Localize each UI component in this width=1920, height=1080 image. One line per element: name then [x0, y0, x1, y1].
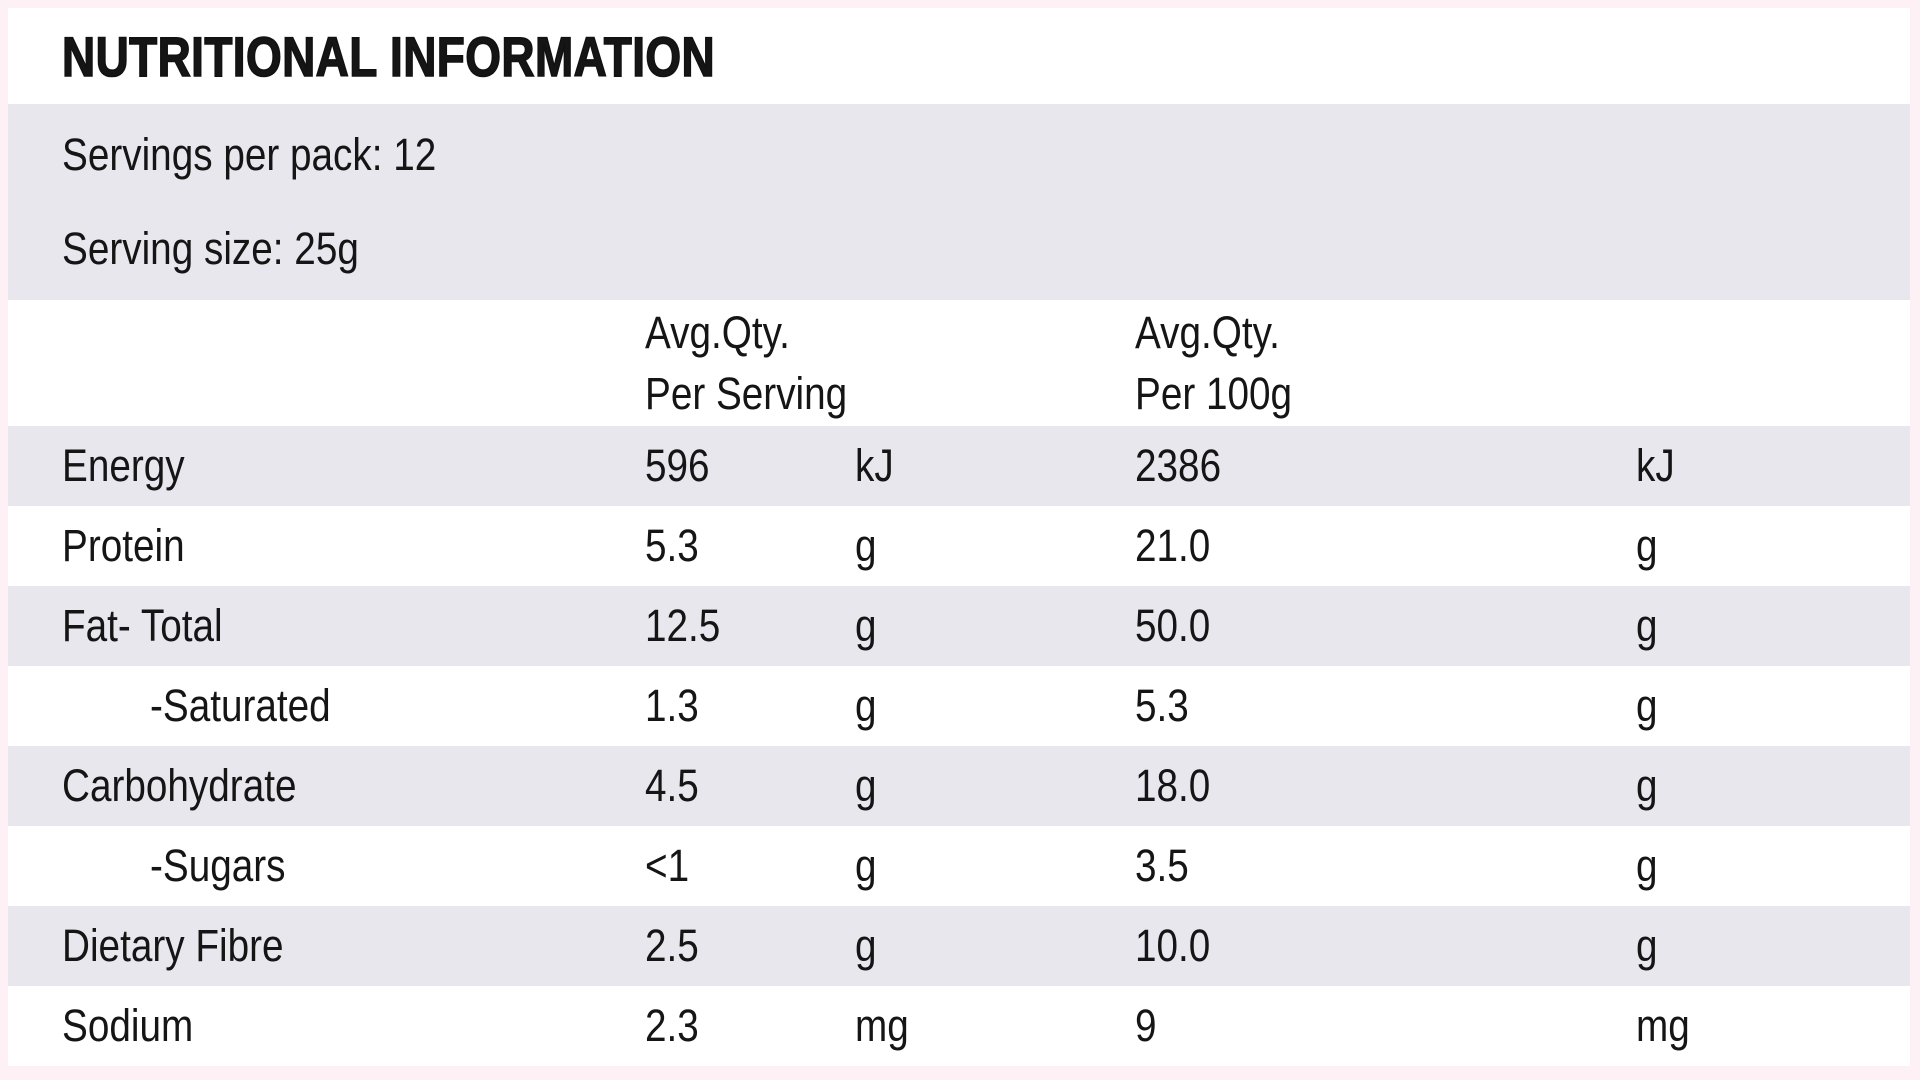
table-row-protein: Protein 5.3 g 21.0 g [8, 506, 1910, 586]
per-serving-unit: mg [855, 1000, 909, 1051]
per-serving-value: 1.3 [645, 680, 699, 731]
per-serving-unit: g [855, 920, 877, 971]
per-100g-unit: g [1636, 600, 1658, 651]
row-label: Fat- Total [62, 600, 223, 651]
per-100g-unit: g [1636, 920, 1658, 971]
row-label: Carbohydrate [62, 760, 297, 811]
per-serving-value: <1 [645, 840, 690, 891]
per-100g-value: 50.0 [1135, 600, 1211, 651]
table-row-sodium: Sodium 2.3 mg 9 mg [8, 986, 1910, 1066]
table-row-dietary-fibre: Dietary Fibre 2.5 g 10.0 g [8, 906, 1910, 986]
row-label: -Sugars [150, 840, 286, 891]
header-per-100g: Avg.Qty. Per 100g [1135, 302, 1636, 426]
panel-title: NUTRITIONAL INFORMATION [61, 24, 716, 89]
table-row-energy: Energy 596 kJ 2386 kJ [8, 426, 1910, 506]
per-serving-unit: g [855, 520, 877, 571]
title-section: NUTRITIONAL INFORMATION [8, 8, 1910, 104]
table-row-fat-total: Fat- Total 12.5 g 50.0 g [8, 586, 1910, 666]
row-label: -Saturated [150, 680, 331, 731]
per-serving-value: 2.5 [645, 920, 699, 971]
table-row-carbohydrate: Carbohydrate 4.5 g 18.0 g [8, 746, 1910, 826]
header-per-serving-line1: Avg.Qty. [645, 307, 790, 358]
per-serving-unit: g [855, 840, 877, 891]
serving-size: Serving size: 25g [62, 223, 359, 274]
per-serving-value: 12.5 [645, 600, 721, 651]
header-spacer [855, 302, 1135, 426]
row-label: Sodium [62, 1000, 194, 1051]
header-per-serving-line2: Per Serving [645, 368, 848, 419]
per-100g-value: 9 [1135, 1000, 1157, 1051]
per-serving-unit: kJ [855, 440, 894, 491]
column-headers: Avg.Qty. Per Serving Avg.Qty. Per 100g [8, 300, 1910, 426]
header-per-100g-line1: Avg.Qty. [1135, 307, 1280, 358]
table-row-sugars: -Sugars <1 g 3.5 g [8, 826, 1910, 906]
per-100g-unit: mg [1636, 1000, 1690, 1051]
per-serving-unit: g [855, 680, 877, 731]
per-100g-unit: g [1636, 680, 1658, 731]
per-100g-value: 3.5 [1135, 840, 1189, 891]
per-100g-unit: g [1636, 520, 1658, 571]
per-100g-value: 2386 [1135, 440, 1222, 491]
per-serving-value: 2.3 [645, 1000, 699, 1051]
servings-section: Servings per pack: 12 Serving size: 25g [8, 104, 1910, 300]
per-100g-value: 5.3 [1135, 680, 1189, 731]
per-100g-unit: kJ [1636, 440, 1675, 491]
per-100g-value: 18.0 [1135, 760, 1211, 811]
header-spacer [62, 302, 645, 426]
per-serving-value: 5.3 [645, 520, 699, 571]
header-per-100g-line2: Per 100g [1135, 368, 1293, 419]
row-label: Dietary Fibre [62, 920, 284, 971]
servings-per-pack: Servings per pack: 12 [62, 129, 437, 180]
per-100g-unit: g [1636, 760, 1658, 811]
per-serving-value: 596 [645, 440, 710, 491]
row-label: Protein [62, 520, 185, 571]
per-serving-value: 4.5 [645, 760, 699, 811]
header-spacer [1636, 302, 1910, 426]
row-label: Energy [62, 440, 185, 491]
per-serving-unit: g [855, 760, 877, 811]
per-100g-value: 21.0 [1135, 520, 1211, 571]
per-100g-unit: g [1636, 840, 1658, 891]
per-100g-value: 10.0 [1135, 920, 1211, 971]
table-row-saturated: -Saturated 1.3 g 5.3 g [8, 666, 1910, 746]
nutrition-panel: NUTRITIONAL INFORMATION Servings per pac… [8, 8, 1910, 1066]
header-per-serving: Avg.Qty. Per Serving [645, 302, 855, 426]
per-serving-unit: g [855, 600, 877, 651]
